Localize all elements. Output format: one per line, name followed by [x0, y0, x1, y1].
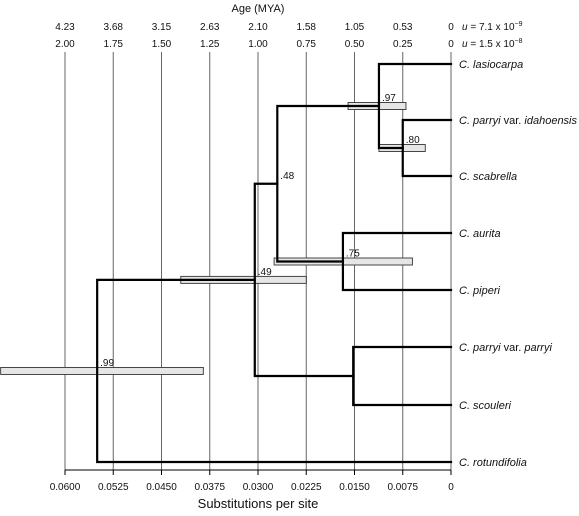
taxon-label: C. aurita — [459, 228, 501, 240]
age-rate2-tick-label: 0.25 — [393, 39, 413, 50]
rate2-label: u = 1.5 x 10−8 — [462, 38, 523, 50]
age-rate1-tick-label: 2.10 — [248, 22, 268, 33]
branch-root — [96, 278, 453, 464]
age-rate1-tick-label: 2.63 — [200, 22, 220, 33]
age-rate1-tick-label: 1.58 — [297, 22, 317, 33]
age-rate1-tick-label: 3.68 — [104, 22, 124, 33]
support-value: .97 — [382, 93, 396, 104]
taxon-label: C. scouleri — [459, 400, 512, 412]
bottom-tick-label: 0.0225 — [291, 482, 322, 493]
age-axis-title: Age (MYA) — [232, 3, 285, 15]
age-rate2-tick-label: 0.50 — [345, 39, 365, 50]
taxon-label: C. lasiocarpa — [459, 59, 523, 71]
node-support-values: .97 .80 .75 .48 .49 .99 — [100, 93, 420, 369]
branch-parryi-scouleri — [352, 345, 453, 407]
tree-branches — [96, 62, 453, 464]
hpd-bar — [0, 366, 204, 375]
bottom-tick-label: 0.0375 — [194, 482, 225, 493]
age-rate2-tick-label: 0.75 — [297, 39, 317, 50]
age-rate1-tick-label: 4.23 — [55, 22, 75, 33]
age-rate1-tick-label: 0.53 — [393, 22, 413, 33]
bottom-tick-label: 0.0300 — [243, 482, 274, 493]
age-rate2-tick-label: 1.50 — [152, 39, 172, 50]
bottom-tick-label: 0 — [448, 482, 454, 493]
taxon-label: C. parryi var. idahoensis — [459, 115, 578, 127]
bottom-axis-ticks: 0.0600 0.0525 0.0450 0.0375 0.0300 0.0225 0.01… — [50, 470, 454, 493]
taxon-label: C. parryi var. parryi — [459, 342, 552, 354]
age-rate1-tick-label: 3.15 — [152, 22, 172, 33]
age-rate1-tick-label: 0 — [448, 22, 454, 33]
branch-upper-clade — [276, 104, 381, 263]
support-value: .99 — [100, 358, 114, 369]
rate1-label: u = 7.1 x 10−9 — [462, 21, 523, 33]
support-value: .75 — [346, 249, 360, 260]
support-value: .49 — [258, 267, 272, 278]
bottom-axis-title: Substitutions per site — [198, 496, 319, 511]
age-rate2-tick-label: 1.75 — [104, 39, 124, 50]
age-rate2-tick-label: 1.25 — [200, 39, 220, 50]
age-axis-rate1-labels: 4.23 3.68 3.15 2.63 2.10 1.58 1.05 0.53 0 — [55, 22, 454, 33]
bottom-tick-label: 0.0150 — [339, 482, 370, 493]
bottom-tick-label: 0.0525 — [98, 482, 129, 493]
taxon-label: C. piperi — [459, 285, 501, 297]
taxon-label: C. scabrella — [459, 171, 517, 183]
bottom-tick-label: 0.0075 — [387, 482, 418, 493]
age-axis-rate2-labels: 2.00 1.75 1.50 1.25 1.00 0.75 0.50 0.25 0 — [55, 39, 454, 50]
age-rate2-tick-label: 0 — [448, 39, 454, 50]
taxon-label: C. rotundifolia — [459, 457, 527, 469]
age-rate2-tick-label: 2.00 — [55, 39, 75, 50]
taxon-labels: C. lasiocarpa C. parryi var. idahoensis C.… — [459, 59, 578, 469]
bottom-tick-label: 0.0600 — [50, 482, 81, 493]
age-rate1-tick-label: 1.05 — [345, 22, 365, 33]
hpd-interval-bars — [0, 102, 426, 375]
support-value: .80 — [406, 135, 420, 146]
support-value: .48 — [280, 171, 294, 182]
bottom-tick-label: 0.0450 — [146, 482, 177, 493]
age-rate2-tick-label: 1.00 — [248, 39, 268, 50]
